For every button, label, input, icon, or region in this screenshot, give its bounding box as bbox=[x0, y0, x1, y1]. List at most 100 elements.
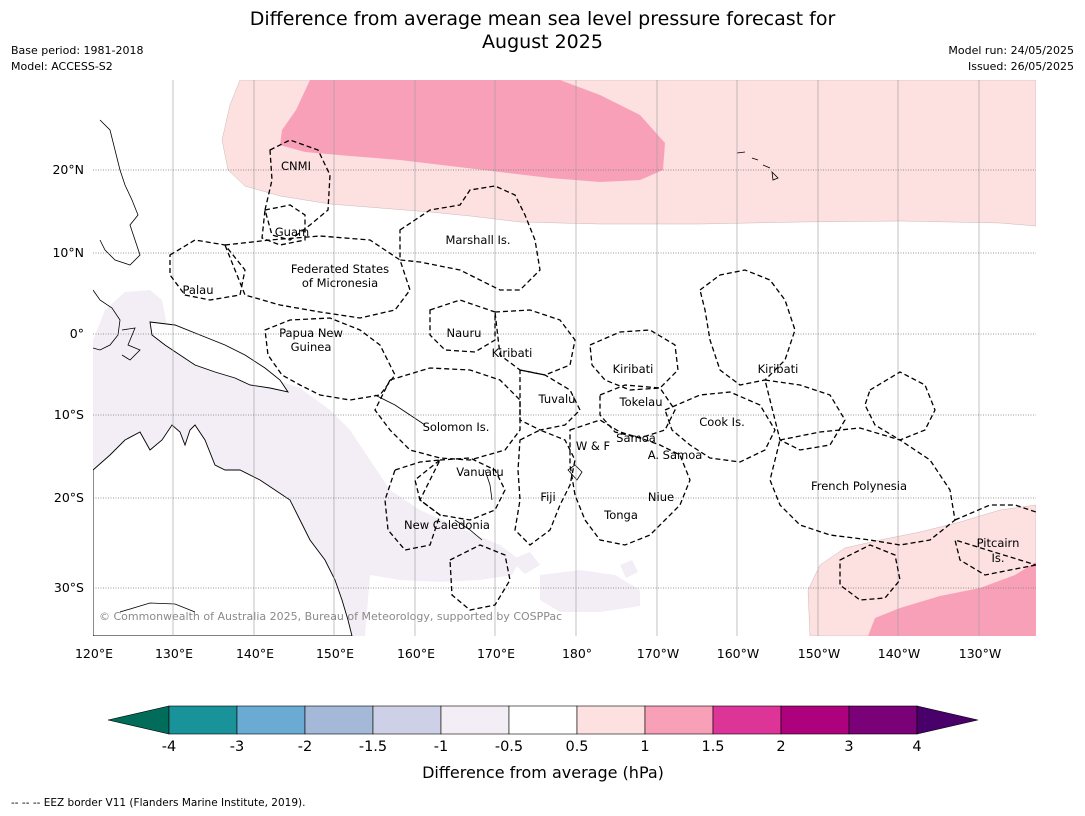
colorbar-ticks: -4 -3 -2 -1.5 -1 -0.5 0.5 1 1.5 2 3 4 bbox=[162, 739, 922, 755]
fiji-coastline bbox=[567, 464, 583, 481]
colorbar-box bbox=[780, 705, 850, 735]
anomaly-neg1-neg0.5-islet-1 bbox=[510, 552, 540, 574]
vanuatu-coastline bbox=[484, 469, 493, 501]
colorbar-box bbox=[236, 705, 306, 735]
label-png-line2: Guinea bbox=[291, 340, 332, 354]
label-pitcairn-line2: Is. bbox=[991, 551, 1004, 565]
label-marshall-islands: Marshall Is. bbox=[445, 233, 510, 247]
lat-label: 20°N bbox=[52, 162, 84, 177]
label-new-caledonia: New Caledonia bbox=[404, 518, 490, 532]
lat-label: 10°N bbox=[52, 245, 84, 260]
meta-left: Base period: 1981-2018 Model: ACCESS-S2 bbox=[11, 43, 143, 75]
label-nauru: Nauru bbox=[447, 326, 482, 340]
anomaly-1-1.5-north bbox=[280, 80, 665, 182]
meta-right: Model run: 24/05/2025 Issued: 26/05/2025 bbox=[948, 43, 1074, 75]
map-area: © Commonwealth of Australia 2025, Bureau… bbox=[93, 80, 1036, 636]
new-caledonia-coastline bbox=[454, 519, 483, 541]
label-tokelau: Tokelau bbox=[619, 395, 663, 409]
colorbar: -4 -3 -2 -1.5 -1 -0.5 0.5 1 1.5 2 3 4 Difference fr… bbox=[107, 705, 979, 782]
colorbar-tick-label: -4 bbox=[162, 739, 176, 755]
australia-coastline bbox=[93, 424, 353, 636]
colorbar-tick-label: 1.5 bbox=[701, 739, 724, 755]
label-samoa: Samoa bbox=[616, 431, 656, 445]
colorbar-under-arrow bbox=[107, 705, 170, 735]
lon-label: 170°E bbox=[477, 646, 515, 661]
lon-label: 130°W bbox=[959, 646, 1001, 661]
new-guinea-coastline bbox=[149, 321, 289, 393]
solomon-coastline bbox=[374, 394, 426, 426]
colorbar-box bbox=[440, 705, 510, 735]
label-tuvalu: Tuvalu bbox=[538, 392, 576, 406]
issued-date: Issued: 26/05/2025 bbox=[967, 60, 1074, 73]
colorbar-tick-label: -1.5 bbox=[359, 739, 387, 755]
colorbar-tick-label: 2 bbox=[776, 739, 785, 755]
label-wallis-futuna: W & F bbox=[576, 439, 610, 453]
hawaii-coastline bbox=[736, 151, 779, 181]
label-palau: Palau bbox=[183, 283, 214, 297]
label-cnmi: CNMI bbox=[281, 159, 311, 173]
latitude-labels: 20°N 10°N 0° 10°S 20°S 30°S bbox=[52, 162, 84, 595]
longitude-labels: 120°E 130°E 140°E 150°E 160°E 170°E 180°… bbox=[75, 646, 1001, 661]
lon-label: 120°E bbox=[75, 646, 113, 661]
colorbar-box bbox=[576, 705, 646, 735]
model-run: Model run: 24/05/2025 bbox=[948, 44, 1074, 57]
colorbar-box bbox=[372, 705, 442, 735]
philippines-coastline bbox=[99, 119, 141, 266]
title-line-1: Difference from average mean sea level p… bbox=[249, 8, 836, 30]
colorbar-box bbox=[168, 705, 238, 735]
colorbar-box bbox=[644, 705, 714, 735]
anomaly-neg1-neg0.5-islet-2 bbox=[540, 570, 640, 612]
colorbar-tick-label: -1 bbox=[434, 739, 448, 755]
lon-label: 150°W bbox=[798, 646, 840, 661]
colorbar-tick-label: 1 bbox=[640, 739, 649, 755]
label-fsm-line2: of Micronesia bbox=[302, 276, 378, 290]
colorbar-title: Difference from average (hPa) bbox=[422, 763, 664, 782]
colorbar-tick-label: 4 bbox=[912, 739, 921, 755]
label-png-line1: Papua New bbox=[279, 326, 343, 340]
colorbar-box bbox=[304, 705, 374, 735]
label-kiribati-west: Kiribati bbox=[492, 346, 533, 360]
copyright-text: © Commonwealth of Australia 2025, Bureau… bbox=[99, 610, 562, 623]
label-kiribati-central: Kiribati bbox=[613, 362, 654, 376]
anomaly-neg1-neg0.5-islet-3 bbox=[620, 560, 638, 578]
lon-label: 180° bbox=[562, 646, 592, 661]
label-pitcairn-line1: Pitcairn bbox=[977, 536, 1020, 550]
lon-label: 140°E bbox=[236, 646, 274, 661]
lon-label: 170°W bbox=[637, 646, 679, 661]
country-labels: CNMI Guam Marshall Is. Federated States … bbox=[183, 159, 1020, 565]
colorbar-tick-label: -2 bbox=[298, 739, 312, 755]
lat-label: 30°S bbox=[54, 580, 84, 595]
label-fiji: Fiji bbox=[540, 490, 555, 504]
lon-label: 150°E bbox=[316, 646, 354, 661]
colorbar-tick-label: -3 bbox=[230, 739, 244, 755]
label-french-polynesia: French Polynesia bbox=[811, 479, 907, 493]
label-american-samoa: A. Samoa bbox=[648, 448, 703, 462]
map-title: Difference from average mean sea level p… bbox=[0, 8, 1085, 54]
lon-label: 130°E bbox=[155, 646, 193, 661]
colorbar-tick-label: -0.5 bbox=[495, 739, 523, 755]
label-cook-islands: Cook Is. bbox=[699, 415, 744, 429]
anomaly-1-1.5-southeast bbox=[868, 562, 1036, 636]
borneo-coastline bbox=[93, 289, 121, 351]
colorbar-box bbox=[712, 705, 782, 735]
label-vanuatu: Vanuatu bbox=[456, 465, 503, 479]
lat-label: 0° bbox=[70, 326, 84, 341]
colorbar-tick-label: 0.5 bbox=[565, 739, 588, 755]
label-tonga: Tonga bbox=[603, 508, 638, 522]
colorbar-box bbox=[848, 705, 918, 735]
base-period: Base period: 1981-2018 bbox=[11, 44, 144, 57]
title-line-2: August 2025 bbox=[482, 31, 603, 53]
new-zealand-coastline bbox=[119, 602, 196, 613]
label-kiribati-east: Kiribati bbox=[758, 362, 799, 376]
colorbar-box bbox=[508, 705, 578, 735]
label-fsm-line1: Federated States bbox=[291, 262, 389, 276]
lon-label: 160°E bbox=[397, 646, 435, 661]
lon-label: 160°W bbox=[717, 646, 759, 661]
label-guam: Guam bbox=[275, 225, 309, 239]
lon-label: 140°W bbox=[878, 646, 920, 661]
lat-label: 20°S bbox=[54, 490, 84, 505]
model-name: Model: ACCESS-S2 bbox=[11, 60, 113, 73]
sulawesi-coastline bbox=[121, 327, 141, 361]
eez-borders bbox=[169, 139, 1036, 611]
